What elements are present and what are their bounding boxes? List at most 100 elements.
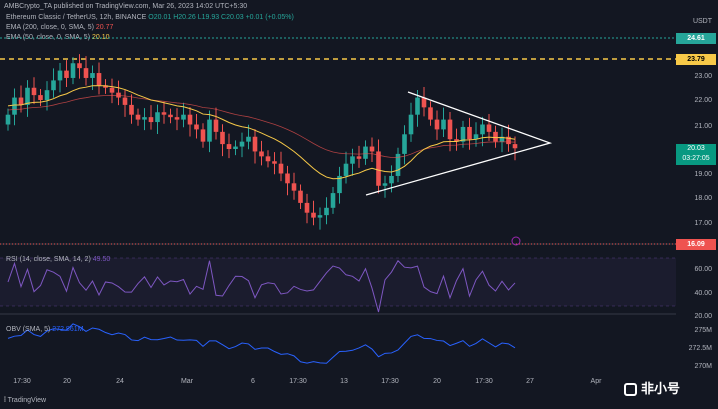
time-tick: 20 [433, 378, 441, 385]
time-tick: 6 [251, 378, 255, 385]
price-tick: 21.00 [694, 123, 712, 130]
candle-body [408, 114, 414, 135]
time-tick: 24 [116, 378, 124, 385]
candle-body [506, 136, 511, 145]
candle-body [317, 215, 323, 218]
candle-body [96, 73, 102, 86]
candle-body [181, 114, 186, 120]
current-price-badge: 20.03 03:27:05 [676, 144, 716, 165]
rsi-line [7, 259, 516, 313]
ema200-label: EMA (200, close, 0, SMA, 5) [6, 24, 94, 31]
brand-name: TradingView [7, 397, 47, 404]
candle-body [83, 68, 89, 78]
candle-body [135, 114, 141, 120]
candle-body [265, 156, 271, 162]
rsi-value: 49.50 [92, 256, 111, 263]
candle-body [103, 85, 108, 88]
candle-body [194, 124, 199, 130]
candles [5, 54, 518, 230]
candle-body [90, 73, 95, 78]
candle-body [122, 97, 128, 105]
ema200-legend[interactable]: EMA (200, close, 0, SMA, 5) 20.77 [6, 24, 113, 31]
watermark: 非小号 [624, 378, 680, 397]
candle-body [51, 80, 56, 91]
candle-body [402, 134, 407, 154]
candle-body [389, 175, 394, 184]
obv-tick: 270M [694, 363, 712, 370]
candle-body [441, 119, 446, 130]
obv-legend[interactable]: OBV (SMA, 5) 272.861M [6, 326, 83, 333]
resistance-badge: 23.79 [676, 54, 716, 65]
rsi-label: RSI (14, close, SMA, 14, 2) [6, 256, 91, 263]
candle-body [350, 156, 355, 164]
tradingview-logo[interactable]: ⫶ TradingView [4, 397, 46, 405]
rsi-legend[interactable]: RSI (14, close, SMA, 14, 2) 49.50 [6, 256, 110, 263]
rsi-tick: 60.00 [694, 266, 712, 273]
candle-body [311, 212, 316, 218]
obv-label: OBV (SMA, 5) [6, 326, 51, 333]
time-tick: Apr [590, 378, 602, 385]
price-tick: 18.00 [694, 195, 712, 202]
event-marker-icon[interactable] [511, 236, 521, 246]
time-tick: 20 [63, 378, 71, 385]
candle-body [512, 144, 518, 149]
tradingview-logo-icon: ⫶ [4, 397, 6, 404]
obv-tick: 272.5M [688, 345, 712, 352]
candle-body [31, 87, 37, 96]
candle-body [161, 112, 167, 115]
symbol-name[interactable]: Ethereum Classic / TetherUS, 12h, BINANC… [6, 14, 147, 21]
candle-body [129, 104, 134, 115]
candle-body [382, 183, 388, 186]
obv-tick: 275M [694, 327, 712, 334]
candle-body [434, 119, 440, 130]
currency-label: USDT [692, 18, 712, 25]
bar-countdown: 03:27:05 [682, 155, 710, 162]
candle-body [44, 90, 50, 100]
support-badge: 16.09 [676, 239, 716, 250]
ohlc-values: O20.01 H20.26 L19.93 C20.03 +0.01 (+0.05… [148, 14, 294, 21]
candle-body [5, 114, 11, 125]
candle-body [200, 129, 206, 142]
candle-body [278, 163, 284, 174]
rsi-tick: 20.00 [694, 313, 712, 320]
candle-body [109, 87, 115, 93]
candle-body [168, 114, 173, 118]
chart-canvas[interactable] [0, 0, 676, 376]
candle-body [291, 183, 297, 191]
candle-body [330, 193, 336, 208]
candle-body [467, 126, 472, 140]
candle-body [285, 173, 290, 184]
candle-body [239, 141, 245, 147]
candle-body [25, 87, 30, 105]
candle-body [369, 146, 375, 152]
candle-body [259, 151, 264, 157]
candle-body [421, 97, 427, 108]
candle-body [18, 97, 24, 105]
candle-body [304, 202, 310, 213]
publish-header: AMBCrypto_TA published on TradingView.co… [4, 3, 248, 10]
candle-body [473, 134, 479, 140]
ema200-value: 20.77 [95, 24, 114, 31]
time-axis[interactable]: 17:30 20 24 Mar 6 17:30 13 17:30 20 17:3… [0, 376, 676, 390]
candle-body [70, 63, 76, 78]
candle-body [272, 161, 277, 164]
candle-body [324, 207, 329, 216]
candle-body [454, 139, 459, 142]
candle-body [12, 97, 17, 115]
candle-body [57, 70, 63, 81]
price-axis[interactable]: USDT 24.61 23.79 23.00 22.00 21.00 20.03… [676, 0, 718, 376]
candle-body [447, 119, 453, 140]
price-tick: 22.00 [694, 97, 712, 104]
rsi-tick: 40.00 [694, 290, 712, 297]
candle-body [246, 136, 251, 142]
candle-body [213, 119, 219, 132]
candle-body [460, 126, 466, 142]
candle-body [493, 131, 498, 142]
watermark-text: 非小号 [641, 381, 681, 396]
price-tick: 17.00 [694, 220, 712, 227]
candle-body [480, 124, 485, 135]
symmetrical-triangle-drawing[interactable] [365, 91, 553, 196]
candle-body [187, 114, 193, 125]
candle-body [77, 63, 82, 69]
candle-body [298, 190, 303, 203]
